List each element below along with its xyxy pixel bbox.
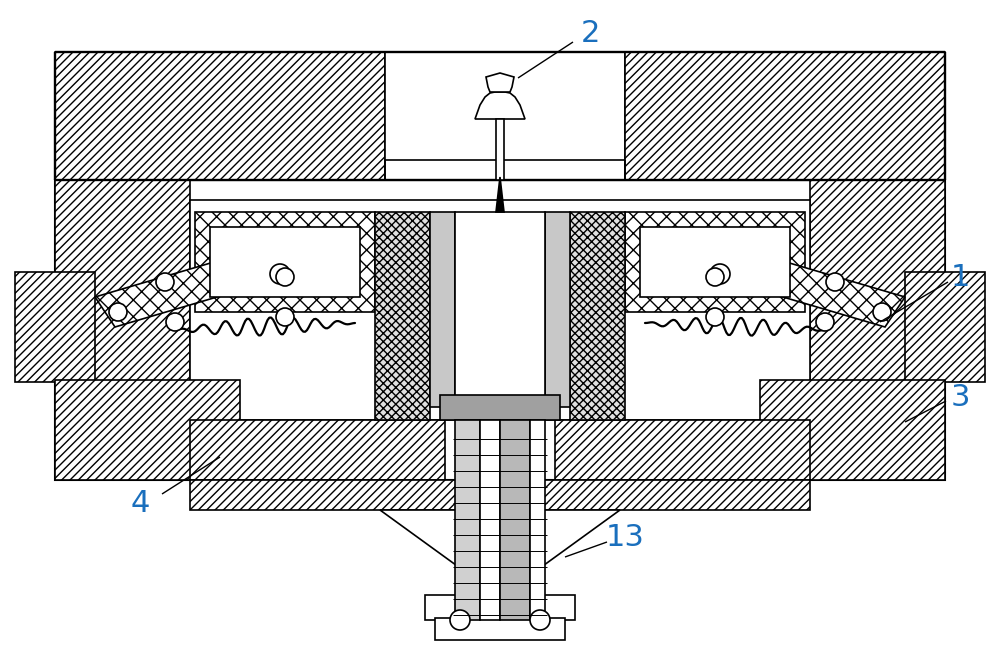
Polygon shape [430,212,455,407]
Polygon shape [475,92,525,119]
Polygon shape [375,212,430,420]
Polygon shape [455,420,480,620]
Polygon shape [55,380,240,480]
Circle shape [270,264,290,284]
Circle shape [276,268,294,286]
Polygon shape [425,595,575,620]
Polygon shape [905,272,985,382]
Circle shape [109,303,127,321]
Polygon shape [55,180,945,480]
Polygon shape [380,510,620,597]
Text: 13: 13 [606,522,644,552]
Polygon shape [385,52,625,180]
Polygon shape [440,395,560,420]
Polygon shape [760,380,945,480]
Polygon shape [496,119,504,180]
Polygon shape [486,73,514,92]
Polygon shape [625,52,945,180]
Polygon shape [625,212,805,312]
Polygon shape [570,212,625,420]
Polygon shape [555,420,810,480]
Polygon shape [480,420,500,620]
Polygon shape [15,272,95,382]
Polygon shape [190,480,810,510]
Polygon shape [545,212,570,407]
Polygon shape [810,180,945,480]
Text: 4: 4 [130,490,150,518]
Circle shape [826,273,844,291]
Polygon shape [496,177,504,212]
Polygon shape [190,420,445,480]
Text: 2: 2 [580,19,600,49]
Circle shape [706,268,724,286]
Circle shape [156,273,174,291]
Circle shape [530,610,550,630]
Polygon shape [55,180,190,480]
Polygon shape [530,420,545,620]
Text: 3: 3 [950,382,970,412]
Polygon shape [435,618,565,640]
Polygon shape [500,420,530,620]
Polygon shape [55,52,385,180]
Circle shape [816,313,834,331]
Polygon shape [715,247,905,327]
Polygon shape [190,200,810,420]
Polygon shape [455,212,545,407]
Circle shape [450,610,470,630]
Circle shape [710,264,730,284]
Circle shape [276,308,294,326]
Circle shape [166,313,184,331]
Circle shape [873,303,891,321]
Polygon shape [210,227,360,297]
Polygon shape [640,227,790,297]
Polygon shape [95,247,285,327]
Circle shape [706,308,724,326]
Text: 1: 1 [950,263,970,291]
Polygon shape [195,212,375,312]
